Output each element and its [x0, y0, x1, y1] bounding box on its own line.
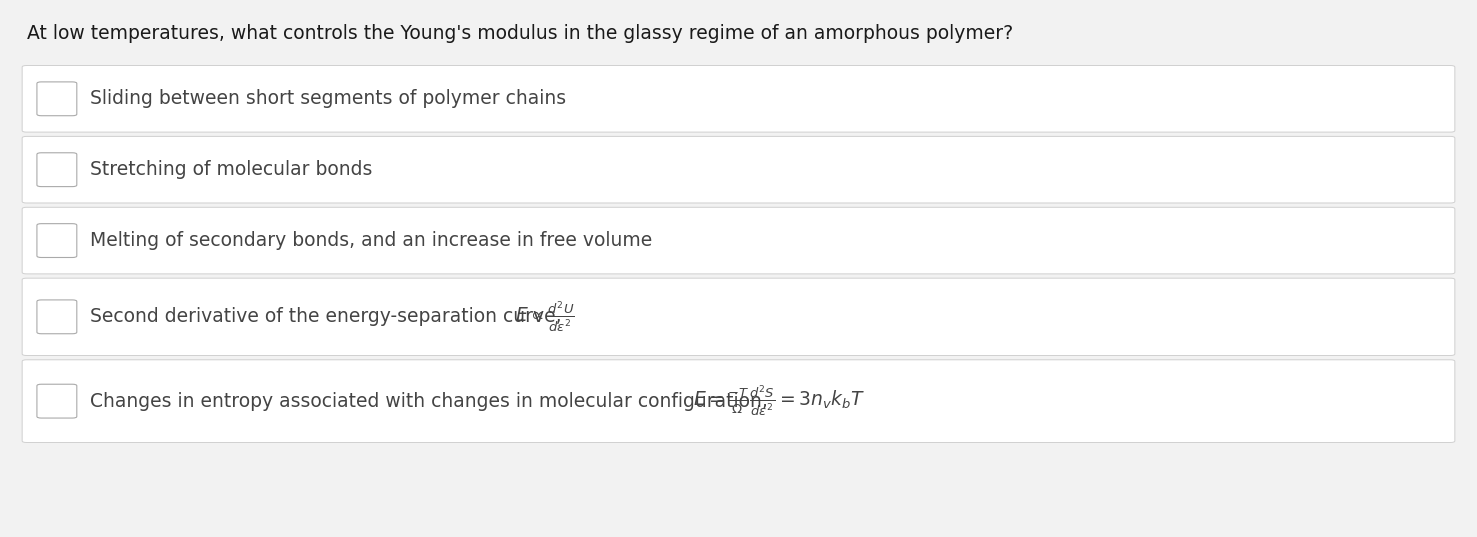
- FancyBboxPatch shape: [22, 136, 1455, 203]
- Text: $E \propto \frac{d^2U}{d\epsilon^2}$: $E \propto \frac{d^2U}{d\epsilon^2}$: [514, 300, 575, 334]
- FancyBboxPatch shape: [37, 384, 77, 418]
- FancyBboxPatch shape: [22, 66, 1455, 132]
- Text: Second derivative of the energy-separation curve,: Second derivative of the energy-separati…: [90, 307, 567, 326]
- Text: Stretching of molecular bonds: Stretching of molecular bonds: [90, 160, 372, 179]
- Text: $E = \frac{-T}{\Omega} \frac{d^2S}{d\epsilon^2} = 3n_v k_b T$: $E = \frac{-T}{\Omega} \frac{d^2S}{d\eps…: [693, 384, 866, 418]
- FancyBboxPatch shape: [22, 278, 1455, 355]
- Text: Melting of secondary bonds, and an increase in free volume: Melting of secondary bonds, and an incre…: [90, 231, 653, 250]
- Text: Changes in entropy associated with changes in molecular configuration,: Changes in entropy associated with chang…: [90, 391, 774, 411]
- FancyBboxPatch shape: [37, 82, 77, 115]
- Text: At low temperatures, what controls the Young's modulus in the glassy regime of a: At low temperatures, what controls the Y…: [27, 24, 1013, 43]
- FancyBboxPatch shape: [37, 300, 77, 334]
- FancyBboxPatch shape: [37, 223, 77, 257]
- FancyBboxPatch shape: [37, 153, 77, 187]
- Text: Sliding between short segments of polymer chains: Sliding between short segments of polyme…: [90, 89, 566, 108]
- FancyBboxPatch shape: [22, 360, 1455, 442]
- FancyBboxPatch shape: [22, 207, 1455, 274]
